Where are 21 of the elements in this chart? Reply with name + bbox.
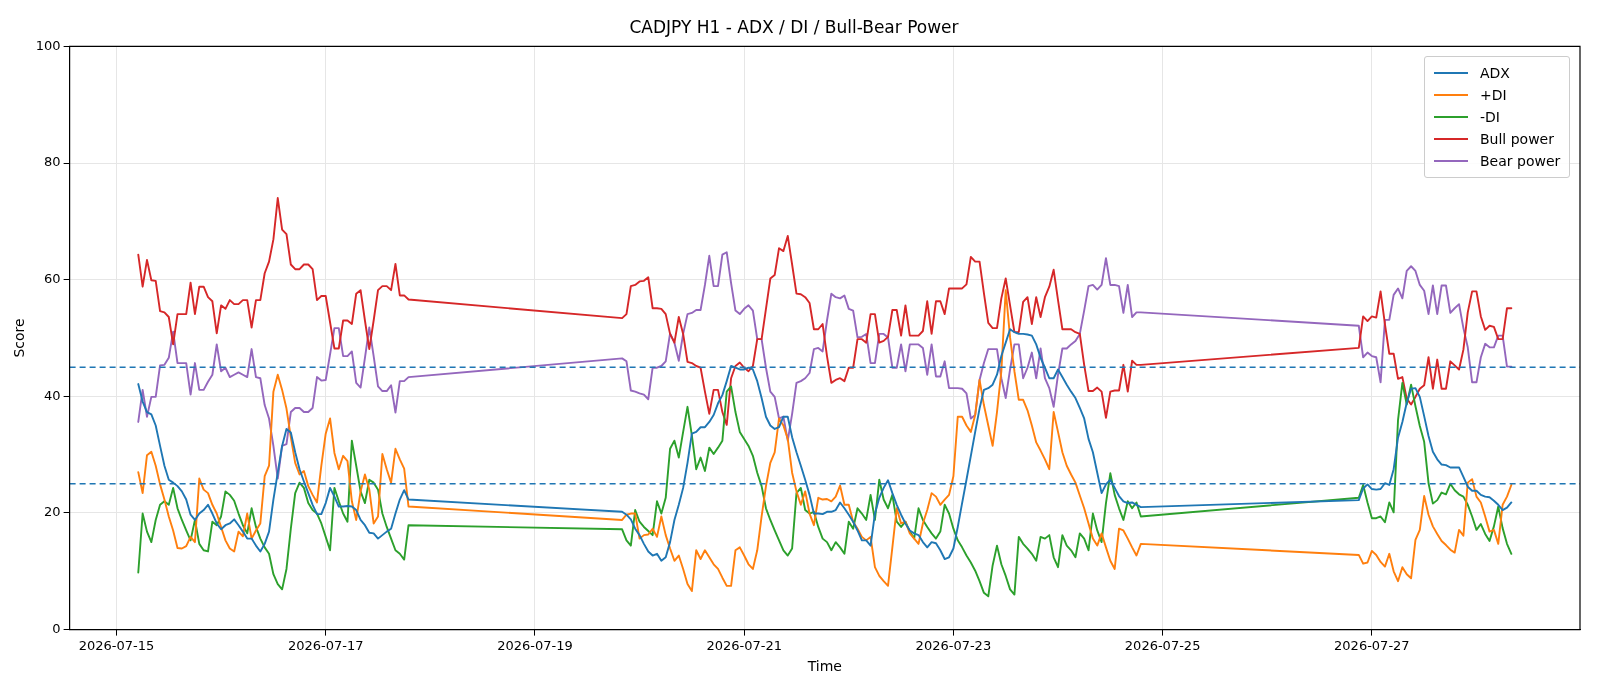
x-tick-label: 2026-07-15 — [78, 637, 155, 653]
x-tick-label: 2026-07-25 — [1124, 637, 1201, 653]
legend-label: +DI — [1480, 87, 1507, 104]
y-tick-label: 60 — [44, 271, 61, 287]
x-tick-label: 2026-07-23 — [915, 637, 992, 653]
legend-label: -DI — [1480, 109, 1500, 126]
y-tick-label: 40 — [44, 387, 61, 403]
y-tick-label: 0 — [52, 620, 61, 636]
x-tick-label: 2026-07-21 — [706, 637, 782, 653]
y-tick-label: 100 — [35, 37, 61, 53]
legend-label: Bull power — [1480, 131, 1554, 148]
x-tick-label: 2026-07-17 — [287, 637, 364, 653]
y-tick-label: 20 — [44, 504, 61, 520]
y-axis-title: Score — [11, 318, 28, 358]
x-tick-label: 2026-07-19 — [497, 637, 573, 653]
y-tick-label: 80 — [44, 154, 61, 170]
legend-label: Bear power — [1480, 153, 1561, 170]
x-axis-title: Time — [806, 658, 842, 675]
x-tick-label: 2026-07-27 — [1334, 637, 1410, 653]
chart-title: CADJPY H1 - ADX / DI / Bull-Bear Power — [629, 16, 959, 37]
legend-label: ADX — [1480, 65, 1510, 82]
